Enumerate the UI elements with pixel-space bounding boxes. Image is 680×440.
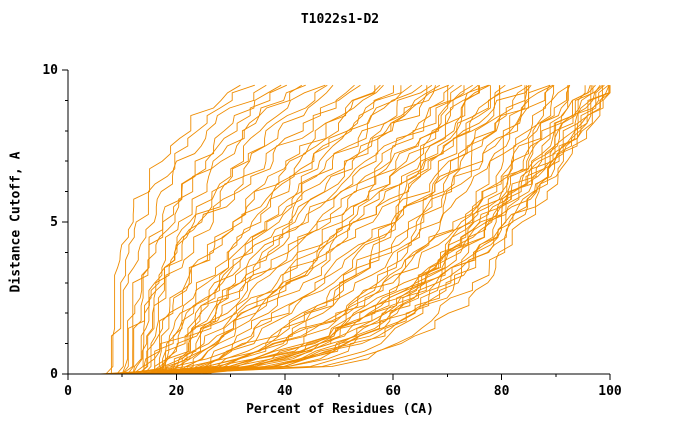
model-curve <box>127 84 287 375</box>
x-tick-label: 40 <box>277 384 293 399</box>
model-curve <box>181 85 611 375</box>
model-curve <box>138 84 603 375</box>
model-curve <box>165 85 480 375</box>
model-curve <box>100 85 465 375</box>
model-curve <box>197 85 528 375</box>
x-tick-label: 60 <box>385 384 401 399</box>
model-curve <box>154 85 569 375</box>
model-curve <box>122 84 570 375</box>
model-curve <box>165 84 441 375</box>
y-tick-label: 10 <box>42 63 58 78</box>
model-curve <box>165 84 489 375</box>
model-curve <box>138 85 586 375</box>
model-curve <box>138 84 326 375</box>
model-curve <box>176 84 491 375</box>
model-curve <box>187 84 609 375</box>
model-curve <box>149 84 462 375</box>
model-curve <box>154 84 601 375</box>
x-tick-label: 0 <box>64 384 72 399</box>
model-curve <box>176 84 479 375</box>
model-curve <box>143 84 381 374</box>
model-curve <box>116 84 267 375</box>
x-tick-label: 100 <box>598 384 622 399</box>
model-curve <box>181 85 428 375</box>
model-curve <box>111 85 449 375</box>
model-curve <box>110 84 255 374</box>
model-curve <box>170 84 449 374</box>
model-curve <box>143 84 551 375</box>
model-curve <box>159 84 423 374</box>
model-curve <box>181 84 530 375</box>
model-curve <box>105 84 241 375</box>
model-curve <box>176 85 376 375</box>
model-curve <box>132 85 501 375</box>
y-tick-label: 0 <box>50 367 58 382</box>
model-curve <box>176 84 605 375</box>
model-curve <box>198 85 603 375</box>
model-curve <box>122 85 480 375</box>
model-curve <box>187 84 506 375</box>
model-curve <box>149 85 526 375</box>
model-curve <box>143 84 596 375</box>
model-curve <box>192 84 551 375</box>
model-curve <box>127 85 555 375</box>
model-curve <box>149 85 436 375</box>
model-curve <box>105 85 491 375</box>
model-curve <box>116 85 569 375</box>
x-tick-label: 20 <box>169 384 185 399</box>
model-curve <box>154 84 412 374</box>
model-curve <box>127 85 591 375</box>
model-curve <box>208 84 554 375</box>
model-curve <box>186 85 500 374</box>
model-curve <box>121 84 361 375</box>
model-curve <box>143 84 328 375</box>
model-curve <box>132 84 355 375</box>
model-curve <box>132 84 334 375</box>
y-tick-label: 5 <box>50 215 58 230</box>
model-curve <box>160 85 592 375</box>
model-curve <box>149 84 384 375</box>
model-curve <box>170 85 594 375</box>
model-curve <box>138 85 402 375</box>
model-curve <box>143 84 454 374</box>
x-axis-label: Percent of Residues (CA) <box>246 402 434 417</box>
model-curve <box>132 84 306 375</box>
model-curve <box>116 85 530 375</box>
chart-title: T1022s1-D2 <box>300 12 380 27</box>
model-curve <box>165 84 433 374</box>
x-tick-label: 80 <box>494 384 510 399</box>
model-curve <box>192 85 611 375</box>
